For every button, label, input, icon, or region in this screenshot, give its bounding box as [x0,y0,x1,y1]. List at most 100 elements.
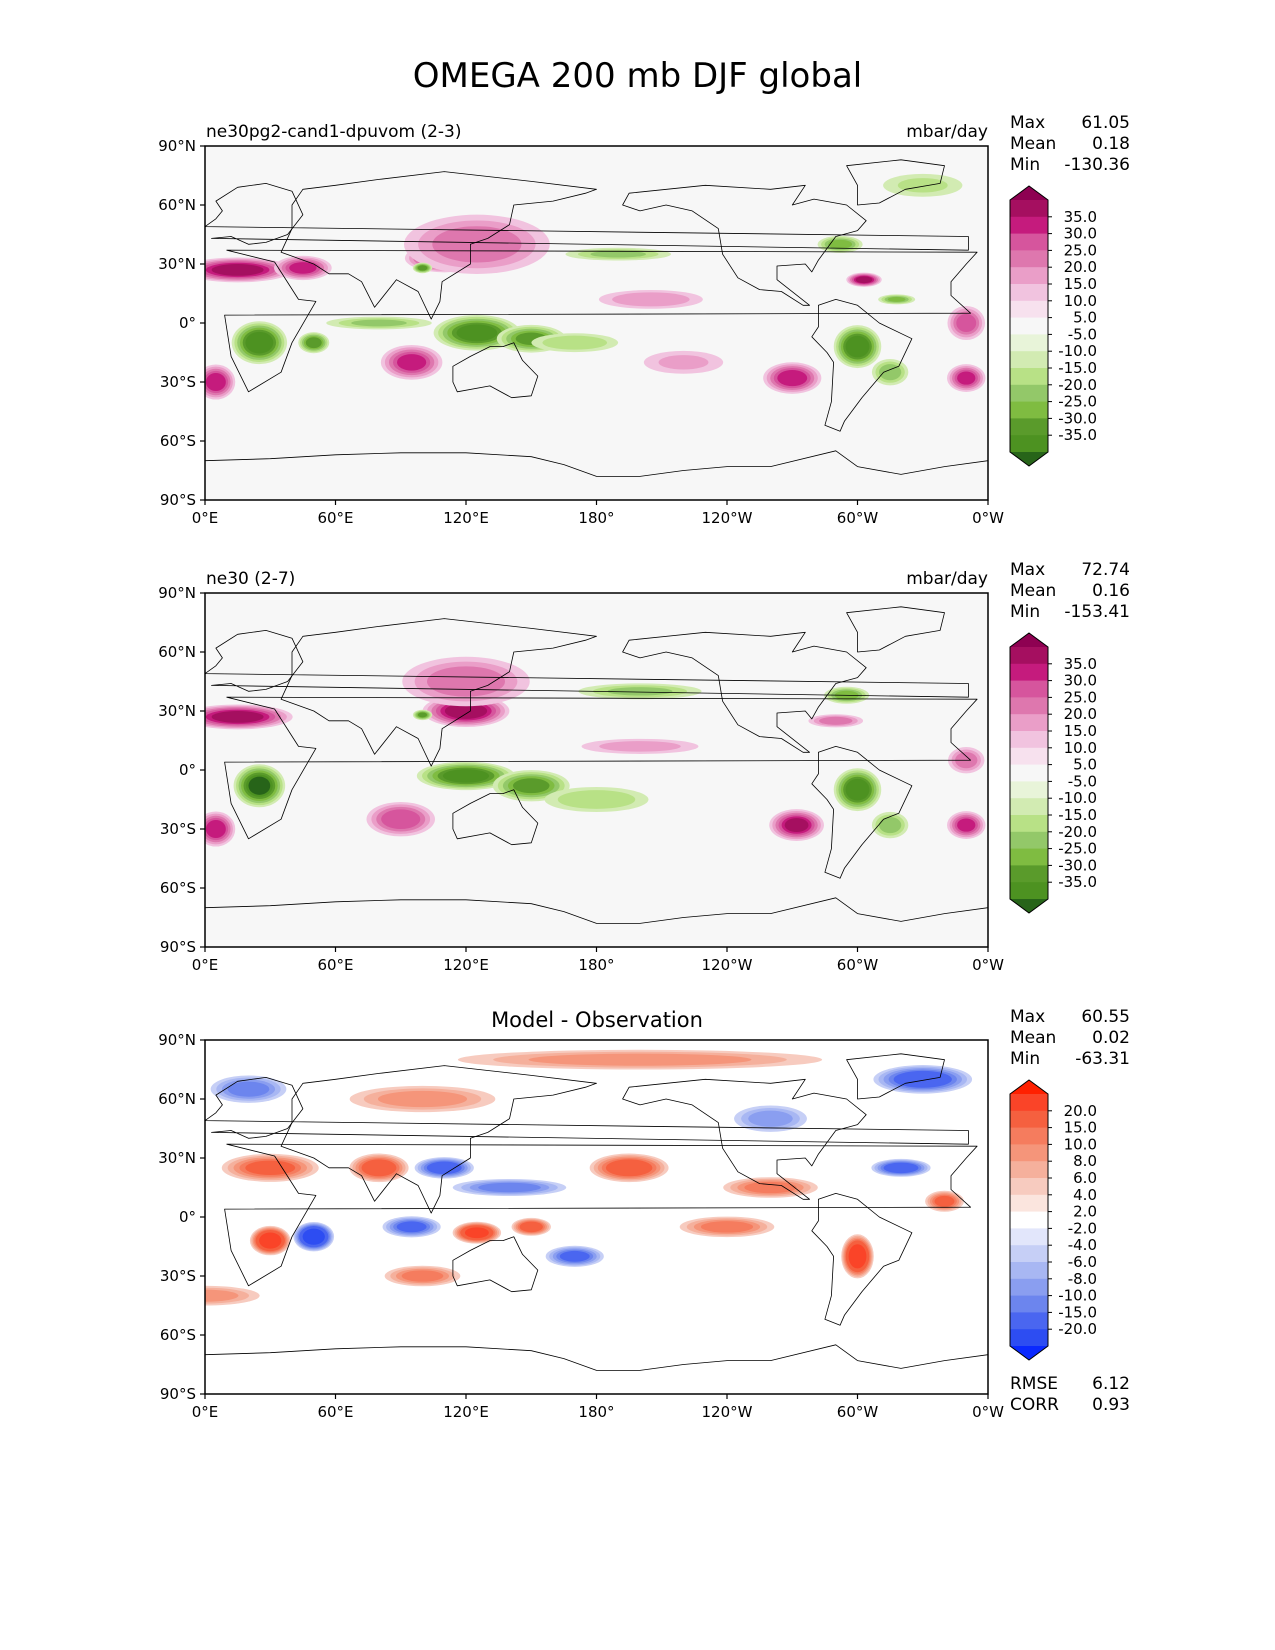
x-tick-label: 120°W [702,509,753,527]
contour-level [432,226,522,263]
contour-level [361,1159,397,1177]
panel-2: ne30 (2-7) mbar/day Max 72.74 Mean 0.16 … [158,560,1130,974]
y-tick-label: 60°S [160,432,196,450]
greenland-coast [846,606,945,653]
europe-coast [205,183,969,251]
contour-level [559,1250,590,1262]
colorbar-segment [1010,781,1048,799]
field-feature [452,1221,502,1244]
colorbar-label: -20.0 [1058,823,1097,841]
contour-level [845,778,870,801]
field-feature [871,811,909,839]
colorbar-segment [1010,1295,1048,1313]
stat-mean-value: 0.16 [1092,581,1130,601]
stat-mean-label: Mean [1010,1028,1056,1048]
colorbar-label: 20.0 [1064,1102,1097,1120]
field-feature [210,1075,287,1103]
colorbar-segment [1010,1161,1048,1179]
contour-level [426,1161,462,1175]
colorbar-label: -10.0 [1058,789,1097,807]
contour-level [302,1228,325,1245]
south-america-coast [811,1192,913,1326]
y-tick-label: 60°N [158,196,196,214]
contour-level [211,711,264,723]
field-feature [833,768,882,812]
south-america-coast [811,745,913,879]
north-america-coast [622,631,867,753]
contour-level [381,809,421,829]
contour-level [478,1182,541,1193]
y-tick-label: 30°N [158,702,196,720]
colorbar-extend-top [1010,633,1048,647]
stat-mean-label: Mean [1010,581,1056,601]
field-feature [871,358,909,386]
contour-level [245,331,274,354]
colorbar-segment [1010,1144,1048,1162]
colorbar-label: -30.0 [1058,409,1097,427]
field-feature [833,325,882,369]
panel-3: Model - Observation Max 60.55 Mean 0.02 … [158,1007,1130,1421]
field-feature [589,1153,669,1183]
colorbar-label: -15.0 [1058,806,1097,824]
contour-level [590,250,647,258]
contour-level [456,324,498,342]
field-feature [205,364,236,400]
asia-coast [280,618,597,767]
field-feature [274,255,332,281]
figure-title: OMEGA 200 mb DJF global [412,56,863,96]
contour-level [887,296,906,302]
axes: 0°E 60°E 120°E 180° 120°W 60°W 0°W 90°N 60°N 30°N… [158,584,1004,974]
stat-max-label: Max [1010,113,1045,133]
colorbar-segment [1010,300,1048,319]
contour-level [205,1289,239,1302]
y-tick-label: 60°S [160,879,196,897]
colorbar-outline [1009,185,1049,467]
panel-1: ne30pg2-cand1-dpuvom (2-3) mbar/day Max … [158,113,1130,527]
field-feature [384,1265,461,1287]
colorbar-segment [1010,764,1048,782]
field-feature [883,173,963,197]
contour-level [828,239,853,249]
colorbar-label: 5.0 [1073,309,1097,327]
colorbar-segment [1010,284,1048,302]
colorbar-segment [1010,250,1048,268]
y-tick-label: 90°N [158,584,196,602]
field-feature [412,709,433,721]
colorbar-extend-top [1010,1080,1048,1094]
north-america-coast [622,184,867,306]
x-tick-label: 120°E [443,1403,489,1421]
field-feature [846,272,882,287]
x-tick-label: 0°W [972,509,1004,527]
colorbar-label: 25.0 [1064,688,1097,706]
panel-label: Model - Observation [491,1008,703,1032]
field-feature [412,262,433,274]
stat-rmse-value: 6.12 [1092,1374,1130,1394]
x-tick-label: 180° [578,509,614,527]
contour-level [848,1244,867,1269]
field-feature [416,761,516,791]
field-feature [457,1049,823,1070]
field-layer [205,1049,973,1306]
field-layer [205,656,986,847]
colorbar-segment [1010,1211,1048,1229]
contour-level [259,1232,282,1249]
y-tick-label: 90°N [158,137,196,155]
contour-level [607,687,673,696]
stat-min-value: -153.41 [1064,602,1130,622]
x-tick-label: 0°E [192,1403,219,1421]
colorbar-label: 30.0 [1064,672,1097,690]
x-tick-label: 60°E [317,956,353,974]
colorbar-segment [1010,1329,1048,1347]
coastlines [205,159,988,477]
x-tick-label: 0°E [192,956,219,974]
y-tick-label: 60°N [158,643,196,661]
field-feature [545,1245,604,1267]
europe-coast [205,1077,969,1145]
contour-level [897,178,948,193]
antarctica-coast [205,450,988,477]
x-tick-label: 0°E [192,509,219,527]
field-feature [511,1217,551,1236]
field-feature [763,362,822,394]
colorbar-label: 10.0 [1064,739,1097,757]
contour-level [205,819,226,839]
